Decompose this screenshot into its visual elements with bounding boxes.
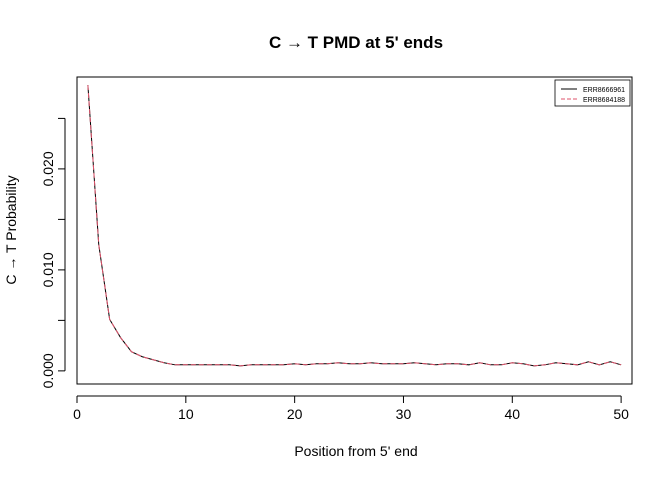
y-axis-label: C → T Probability [3,175,19,284]
legend-label-2: ERR8684188 [583,97,625,104]
y-tick-label: 0.020 [40,151,56,186]
y-tick-label: 0.010 [40,252,56,287]
chart-title: C → T PMD at 5' ends [269,33,443,52]
x-tick-label: 40 [505,406,521,422]
series-layer [87,85,622,367]
x-axis: 0 10 20 30 40 50 [73,395,629,422]
legend: ERR8666961 ERR8684188 [554,79,631,107]
y-axis: 0.000 0.010 0.020 [40,117,66,388]
x-tick-label: 50 [613,406,629,422]
series-line-1 [87,85,622,367]
legend-label-1: ERR8666961 [583,87,625,94]
plot-box [76,76,633,385]
x-tick-label: 0 [73,406,81,422]
series-line-2 [87,85,622,367]
x-tick-label: 20 [287,406,303,422]
x-axis-label: Position from 5' end [294,443,417,459]
legend-box [554,79,631,107]
x-tick-label: 30 [396,406,412,422]
y-tick-label: 0.000 [40,353,56,388]
x-tick-label: 10 [178,406,194,422]
